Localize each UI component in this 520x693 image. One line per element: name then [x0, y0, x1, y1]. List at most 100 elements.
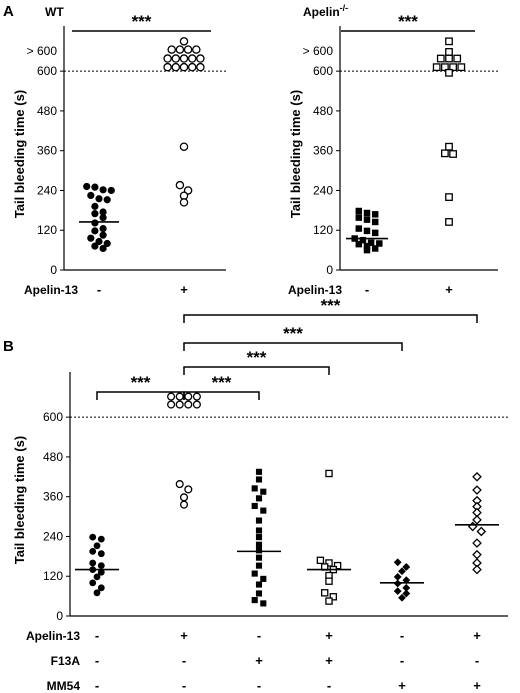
panel-title: Apelin-/- — [303, 3, 348, 19]
data-point — [99, 244, 107, 253]
data-point — [179, 142, 189, 151]
data-point — [97, 562, 105, 570]
data-point — [359, 236, 367, 244]
y-axis-label: Tail bleeding time (s) — [12, 436, 27, 564]
condition-sign: + — [473, 678, 481, 693]
data-point — [251, 570, 258, 577]
data-point — [87, 191, 95, 200]
data-point — [255, 581, 263, 588]
data-point — [472, 515, 482, 525]
condition-label: MM54 — [47, 679, 81, 693]
data-point — [99, 186, 107, 194]
condition-sign: - — [400, 653, 404, 668]
condition-sign: - — [257, 628, 261, 643]
data-point — [175, 400, 184, 409]
data-point — [325, 577, 333, 585]
data-point — [457, 63, 466, 72]
data-point — [93, 542, 101, 550]
data-point — [449, 63, 457, 72]
data-point — [91, 219, 99, 227]
data-point — [184, 485, 193, 494]
y-tick-label: 120 — [313, 223, 333, 237]
data-point — [99, 231, 107, 239]
significance-bracket: *** — [183, 296, 478, 323]
condition-sign: + — [255, 653, 263, 668]
data-point — [393, 587, 402, 596]
condition-sign: - — [257, 678, 261, 693]
data-point — [363, 209, 371, 217]
data-point — [163, 54, 172, 63]
condition-sign: + — [398, 678, 406, 693]
data-point — [445, 48, 453, 56]
condition-sign: - — [182, 678, 186, 693]
bracket-line — [183, 391, 260, 400]
significance-label: *** — [212, 373, 232, 392]
condition-label: Apelin-13 — [24, 283, 78, 297]
data-point — [320, 589, 329, 597]
data-point — [436, 54, 445, 63]
data-point — [179, 54, 189, 63]
y-axis-label: Tail bleeding time (s) — [288, 90, 303, 218]
condition-sign: + — [180, 282, 188, 297]
data-point — [103, 196, 111, 204]
condition-sign: - — [475, 653, 479, 668]
data-point — [376, 240, 383, 247]
data-point — [445, 142, 453, 151]
y-tick-label: 480 — [43, 450, 63, 464]
data-point — [196, 54, 205, 63]
significance-label: *** — [398, 12, 418, 31]
data-point — [472, 471, 482, 482]
significance-label: *** — [283, 324, 303, 343]
y-axis-label: Tail bleeding time (s) — [12, 90, 27, 218]
data-point — [179, 37, 189, 46]
data-point — [371, 245, 379, 252]
data-point — [402, 563, 411, 571]
data-point — [175, 45, 185, 54]
series-3 — [237, 468, 281, 607]
data-point — [329, 593, 338, 601]
data-point — [441, 63, 449, 72]
data-point — [89, 559, 97, 567]
significance-bracket: *** — [341, 12, 475, 32]
significance-bracket: *** — [183, 324, 403, 351]
condition-sign: + — [445, 282, 453, 297]
data-point — [99, 208, 107, 216]
y-tick-label: 600 — [313, 64, 333, 78]
condition-label: Apelin-13 — [288, 283, 342, 297]
data-point — [95, 237, 103, 246]
data-point — [445, 218, 453, 226]
panel-letter: B — [3, 338, 14, 355]
data-point — [179, 198, 189, 207]
condition-sign: + — [325, 653, 333, 668]
data-point — [192, 400, 201, 409]
data-point — [325, 559, 333, 567]
y-tick-label: 480 — [313, 104, 333, 118]
condition-sign: - — [400, 628, 404, 643]
data-point — [316, 556, 325, 565]
data-point — [325, 469, 333, 478]
data-point — [175, 180, 185, 190]
panel-letter: A — [3, 3, 14, 20]
y-tick-label: 360 — [43, 490, 63, 504]
data-point — [175, 480, 184, 489]
data-point — [363, 216, 371, 223]
data-point — [95, 195, 103, 203]
data-point — [363, 242, 371, 250]
data-point — [179, 493, 189, 502]
data-point — [89, 547, 97, 555]
data-point — [402, 589, 411, 598]
y-tick-label: 360 — [37, 144, 57, 158]
data-point — [371, 229, 379, 237]
data-point — [103, 239, 111, 248]
data-point — [91, 210, 99, 218]
bracket-line — [183, 366, 330, 375]
series-2 — [163, 37, 205, 207]
data-point — [355, 207, 363, 215]
data-point — [167, 400, 176, 409]
data-point — [333, 561, 342, 570]
bracket-line — [183, 314, 478, 323]
significance-label: *** — [247, 348, 267, 367]
condition-sign: - — [95, 678, 99, 693]
data-point — [449, 150, 457, 158]
